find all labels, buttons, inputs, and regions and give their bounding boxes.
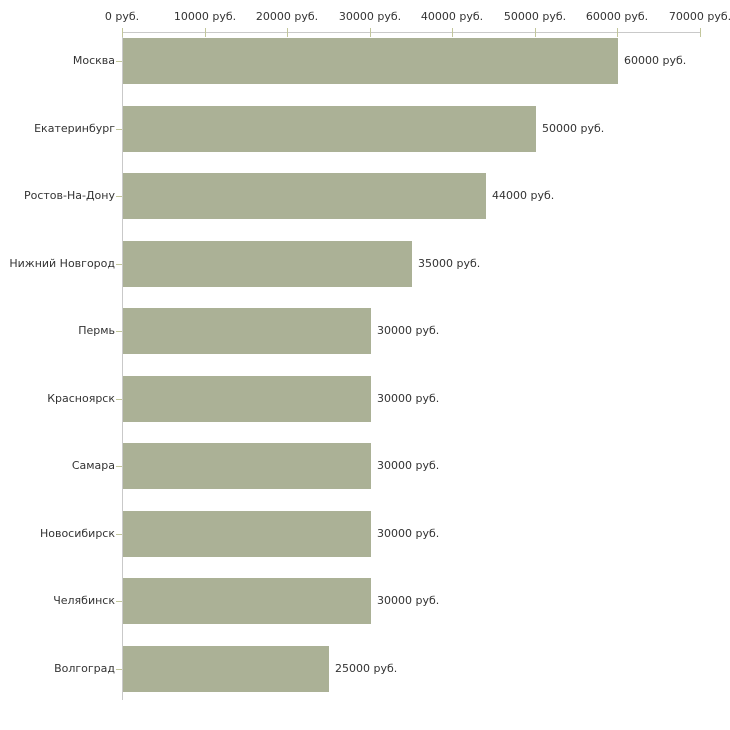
x-axis-tick-label: 40000 руб. [420,10,484,23]
bar [123,578,371,624]
x-axis-tick-label: 20000 руб. [255,10,319,23]
category-label: Москва [72,54,115,67]
x-axis-tick-label: 10000 руб. [173,10,237,23]
category-label: Самара [71,459,115,472]
y-axis-tick [116,466,122,467]
x-axis-tick [452,28,453,37]
bar [123,106,536,152]
category-label: Ростов-На-Дону [23,189,115,202]
y-axis-tick [116,129,122,130]
bar [123,646,329,692]
x-axis-tick [700,28,701,37]
value-label: 60000 руб. [624,54,687,67]
y-axis-tick [116,669,122,670]
y-axis-tick [116,264,122,265]
x-axis-tick [617,28,618,37]
category-label: Нижний Новгород [9,257,115,270]
bar [123,308,371,354]
y-axis-tick [116,331,122,332]
value-label: 30000 руб. [377,392,440,405]
y-axis-tick [116,534,122,535]
value-label: 30000 руб. [377,459,440,472]
bar [123,376,371,422]
x-axis-line [122,32,700,33]
y-axis-tick [116,196,122,197]
x-axis-tick-label: 70000 руб. [668,10,730,23]
x-axis-tick-label: 50000 руб. [503,10,567,23]
y-axis-line [122,32,123,700]
value-label: 30000 руб. [377,527,440,540]
value-label: 30000 руб. [377,324,440,337]
y-axis-tick [116,601,122,602]
x-axis-tick [122,28,123,37]
category-label: Челябинск [53,594,115,607]
value-label: 25000 руб. [335,662,398,675]
value-label: 44000 руб. [492,189,555,202]
x-axis-tick [287,28,288,37]
value-label: 50000 руб. [542,122,605,135]
category-label: Новосибирск [39,527,115,540]
bar [123,38,618,84]
bar [123,241,412,287]
x-axis-tick-label: 60000 руб. [585,10,649,23]
x-axis-tick [535,28,536,37]
category-label: Екатеринбург [34,122,115,135]
bar [123,173,486,219]
y-axis-tick [116,61,122,62]
value-label: 30000 руб. [377,594,440,607]
x-axis-tick [370,28,371,37]
y-axis-tick [116,399,122,400]
x-axis-tick [205,28,206,37]
value-label: 35000 руб. [418,257,481,270]
category-label: Красноярск [47,392,115,405]
x-axis-tick-label: 30000 руб. [338,10,402,23]
category-label: Пермь [78,324,115,337]
bar [123,511,371,557]
category-label: Волгоград [54,662,115,675]
bar [123,443,371,489]
x-axis-tick-label: 0 руб. [104,10,140,23]
